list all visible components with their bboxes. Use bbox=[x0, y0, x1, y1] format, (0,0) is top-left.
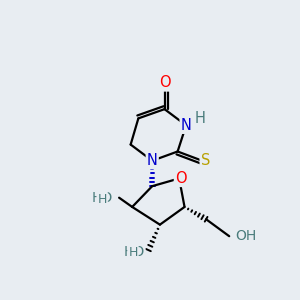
Text: HO: HO bbox=[123, 244, 145, 259]
Text: H: H bbox=[128, 246, 138, 259]
Text: H: H bbox=[98, 193, 107, 206]
Text: N: N bbox=[147, 153, 158, 168]
Text: N: N bbox=[181, 118, 191, 133]
Text: O: O bbox=[159, 76, 170, 91]
Text: H: H bbox=[194, 111, 206, 126]
Text: S: S bbox=[201, 153, 210, 168]
Text: HO: HO bbox=[92, 191, 113, 205]
Text: OH: OH bbox=[236, 229, 256, 243]
Text: O: O bbox=[175, 171, 187, 186]
